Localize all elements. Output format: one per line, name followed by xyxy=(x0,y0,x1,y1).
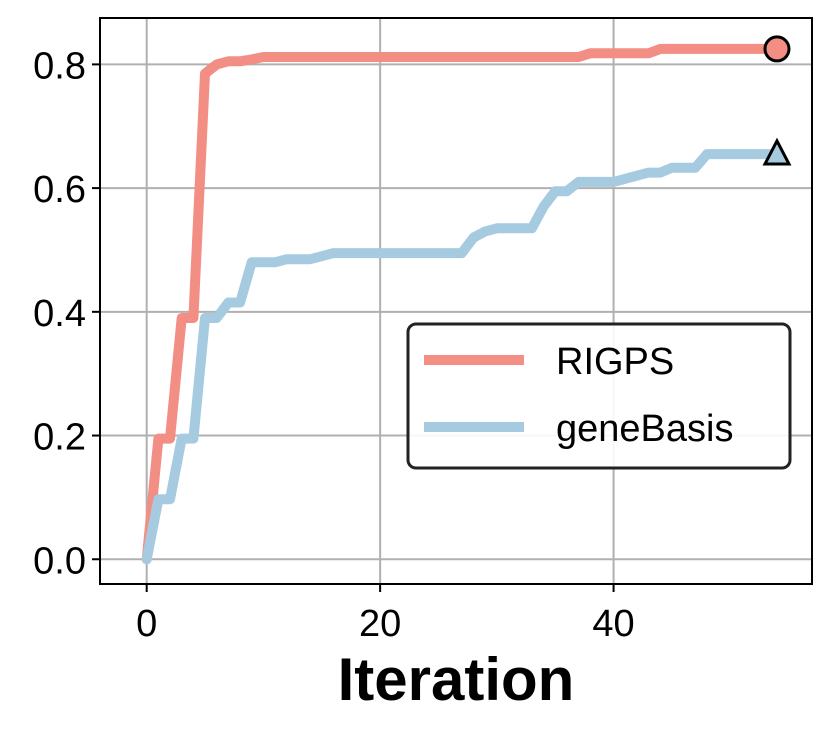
x-axis-label: Iteration xyxy=(338,646,575,713)
plot-frame xyxy=(99,17,813,585)
axis-ticks: 0 20 40 0.0 0.2 0.4 0.6 0.8 xyxy=(33,45,635,645)
legend-label-rigps: RIGPS xyxy=(556,341,674,383)
series-line-rigps xyxy=(141,43,782,565)
series-layer xyxy=(141,35,792,565)
series-line-genebasis xyxy=(141,149,782,565)
x-tick-label: 0 xyxy=(136,603,157,645)
y-tick-label: 0.4 xyxy=(33,293,86,335)
x-tick-label: 20 xyxy=(359,603,401,645)
series-end-marker-genebasis xyxy=(762,137,792,166)
y-tick-label: 0.2 xyxy=(33,417,86,459)
series-end-marker-rigps xyxy=(763,35,791,63)
x-tick-label: 40 xyxy=(592,603,634,645)
y-tick-label: 0.6 xyxy=(33,169,86,211)
y-tick-label: 0.0 xyxy=(33,540,86,582)
legend-label-genebasis: geneBasis xyxy=(556,408,733,450)
y-tick-label: 0.8 xyxy=(33,45,86,87)
legend: RIGPS geneBasis xyxy=(406,322,792,470)
